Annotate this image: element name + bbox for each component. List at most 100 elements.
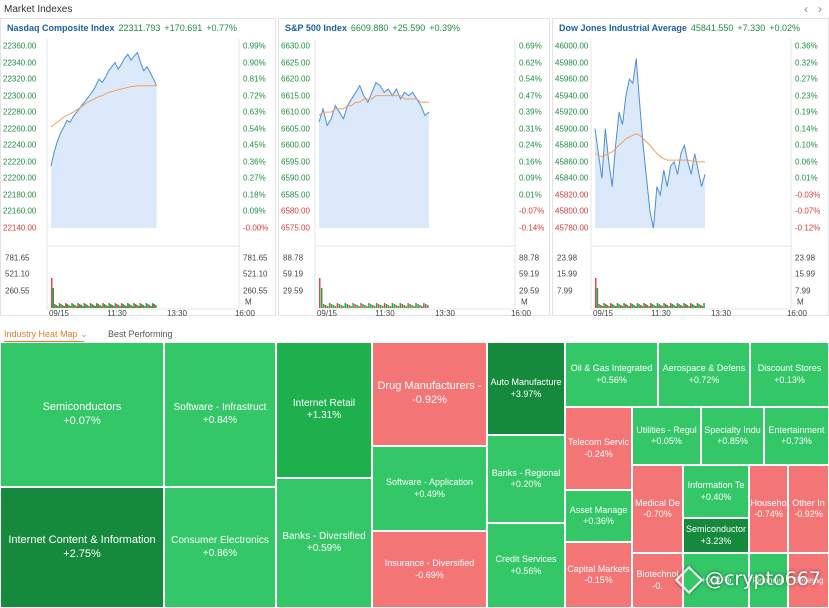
volume-bar	[66, 304, 69, 308]
heatmap-tile[interactable]: Capital Markets -0.15%	[565, 542, 632, 608]
heatmap-tile[interactable]: Househo -0.74%	[749, 465, 788, 553]
pct-tick-label: -0.07%	[519, 206, 545, 216]
volume-bar	[96, 303, 98, 308]
pct-tick-label: 0.54%	[519, 74, 542, 84]
heatmap-tile[interactable]: Telecom Servic -0.24%	[565, 407, 632, 490]
industry-name: Software - Application	[385, 477, 474, 488]
y-tick-label: 6580.00	[281, 206, 310, 216]
industry-change: +0.56%	[510, 565, 542, 576]
heatmap-tile[interactable]: Aerospace & Defens +0.72%	[658, 342, 750, 407]
heatmap-tile[interactable]: Discount Stores +0.13%	[750, 342, 829, 407]
price-chart	[46, 39, 240, 310]
heatmap-tile[interactable]: Other In -0.92%	[788, 465, 829, 553]
volume-bar	[51, 278, 53, 308]
y-tick-label: 22180.00	[3, 190, 37, 200]
pct-tick-label: 0.14%	[795, 124, 818, 134]
volume-bar	[105, 305, 107, 308]
heatmap-tile[interactable]: Consumer Electronics +0.86%	[164, 487, 276, 608]
heatmap-tile[interactable]: Internet Content & Information +2.75%	[0, 487, 164, 608]
price-line	[50, 51, 158, 167]
heatmap-tile[interactable]: Software - Infrastruct +0.84%	[164, 342, 276, 487]
pct-tick-label: 0.09%	[519, 173, 542, 183]
heatmap-tile[interactable]: Entertainment +0.73%	[764, 407, 829, 465]
heatmap-tile[interactable]: Specialty Indu +0.85%	[701, 407, 764, 465]
heatmap-tile[interactable]: Medical De -0.70%	[632, 465, 683, 553]
volume-bar	[407, 303, 409, 308]
y-tick-label: 45880.00	[555, 140, 589, 150]
volume-bar	[150, 306, 152, 308]
heatmap-tile[interactable]: Drug Manufacturers - -0.92%	[372, 342, 487, 446]
volume-bar	[405, 306, 407, 308]
heatmap-tile[interactable]: Software - Application +0.49%	[372, 446, 487, 531]
price-area	[51, 52, 157, 229]
volume-tick-label: 15.99	[557, 269, 578, 279]
heatmap-tile[interactable]: Oil & Gas Integrated +0.56%	[565, 342, 658, 407]
volume-bar	[130, 305, 132, 308]
tab-best-performing[interactable]: Best Performing	[108, 329, 173, 339]
heatmap-tile[interactable]: Auto Manufacture +3.97%	[487, 342, 565, 435]
heatmap-tile[interactable]: Information Te +0.40%	[683, 465, 749, 518]
industry-name: Asset Manage	[569, 504, 628, 515]
volume-bar	[610, 303, 612, 308]
next-arrow-icon[interactable]: ›	[818, 2, 822, 16]
y-tick-label: 6620.00	[281, 74, 310, 84]
heatmap-tile[interactable]: Insurance - Diversified -0.69%	[372, 531, 487, 608]
heatmap-tile[interactable]: Biotechnol -0.	[632, 553, 683, 608]
volume-bar	[153, 304, 155, 308]
volume-bar	[131, 306, 134, 308]
index-panel-1[interactable]: S&P 500 Index 6609.880 +25.590 +0.39% 6630.0…	[278, 18, 550, 318]
volume-bar	[374, 306, 376, 308]
heatmap-tile[interactable]: Utilities - Regul +0.05%	[632, 407, 701, 465]
tab-industry-heat-map[interactable]: Industry Heat Map ⌄	[4, 329, 88, 340]
pct-tick-label: 0.27%	[795, 74, 818, 84]
heatmap-tile[interactable]: Semiconductors +0.07%	[0, 342, 164, 487]
volume-bar	[641, 306, 644, 308]
volume-bar	[103, 304, 106, 308]
volume-bar	[645, 304, 647, 308]
volume-bar	[618, 304, 620, 308]
heatmap-tile[interactable]: Banks - Diversified +0.59%	[276, 478, 372, 608]
volume-bar	[605, 304, 607, 308]
volume-bar	[648, 306, 650, 308]
industry-change: +0.13%	[774, 374, 805, 385]
volume-bar	[685, 304, 687, 308]
index-name: Nasdaq Composite Index	[7, 23, 115, 33]
volume-bar	[658, 304, 660, 308]
industry-change: -0.70%	[643, 509, 672, 519]
volume-bar	[54, 304, 56, 308]
active-tab-underline	[4, 341, 84, 342]
average-line	[50, 85, 157, 128]
volume-bar	[106, 306, 109, 308]
y-tick-label: 6605.00	[281, 124, 310, 134]
y-tick-label: 6595.00	[281, 157, 310, 167]
index-panel-0[interactable]: Nasdaq Composite Index 22311.793 +170.691 +…	[0, 18, 276, 318]
heatmap-tile[interactable]: +0.10%	[683, 553, 749, 608]
volume-bar	[417, 304, 419, 308]
heatmap-tile[interactable]: Internet Retail +1.31%	[276, 342, 372, 478]
heatmap-tile[interactable]: Banks - Regional +0.20%	[487, 435, 565, 523]
volume-bar	[671, 304, 674, 308]
heatmap-tile[interactable]: Asset Manage +0.36%	[565, 490, 632, 542]
volume-bar	[80, 305, 83, 308]
volume-bar	[99, 305, 101, 308]
average-line	[594, 133, 705, 163]
prev-arrow-icon[interactable]: ‹	[804, 2, 808, 16]
heatmap-tile[interactable]: Semiconductor +3.23%	[683, 518, 749, 553]
index-panel-2[interactable]: Dow Jones Industrial Average 45841.550 +7.…	[552, 18, 829, 318]
volume-bar	[700, 305, 702, 308]
volume-bar	[625, 304, 627, 308]
heatmap-tile[interactable]: Credit Services +0.56%	[487, 523, 565, 608]
volume-bar	[621, 306, 624, 308]
volume-bar	[137, 306, 140, 308]
heatmap-tile[interactable]: Financial	[749, 553, 788, 608]
volume-bar	[693, 305, 695, 308]
industry-change: +0.72%	[688, 374, 720, 385]
volume-tick-label: 781.65	[5, 253, 30, 263]
volume-bar	[133, 303, 135, 308]
industry-change: +3.97%	[510, 388, 542, 399]
industry-name: Consumer Electronics	[171, 535, 269, 546]
volume-bar	[615, 306, 617, 308]
y-tick-label: 22300.00	[3, 91, 37, 101]
pct-tick-label: 0.54%	[243, 124, 266, 134]
y-tick-label: 6585.00	[281, 190, 310, 200]
